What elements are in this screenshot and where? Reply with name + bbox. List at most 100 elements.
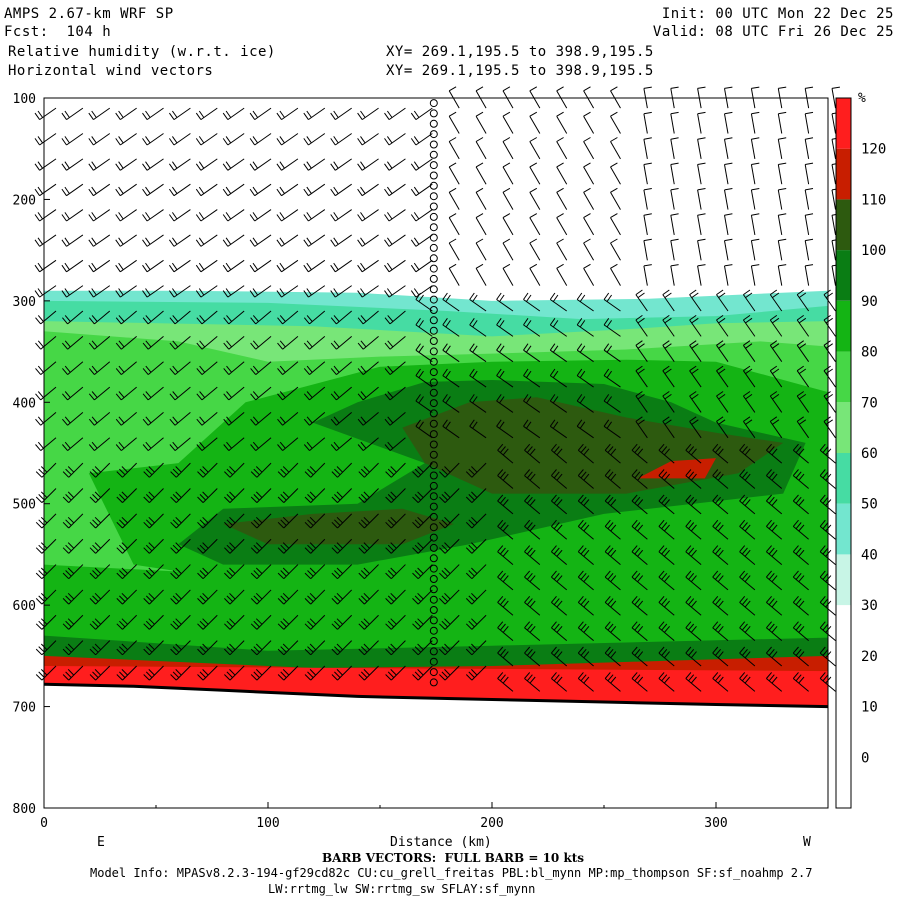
- wind-barb: [115, 158, 137, 171]
- wind-barb: [115, 133, 137, 146]
- wind-barb: [169, 361, 191, 375]
- wind-barb: [303, 133, 326, 146]
- wind-barb: [685, 519, 702, 540]
- wind-barb: [670, 264, 679, 286]
- wind-barb: [170, 589, 191, 605]
- wind-barb: [658, 621, 675, 642]
- wind-barb: [88, 386, 111, 401]
- calm-circle: [429, 254, 438, 263]
- colorbar-swatch: [836, 98, 851, 149]
- wind-barb: [465, 564, 487, 580]
- wind-barb: [357, 361, 379, 375]
- wind-barb: [331, 614, 353, 630]
- wind-barb: [697, 264, 706, 286]
- wind-barb: [439, 462, 460, 478]
- cross-section-coords-1: XY= 269.1,195.5 to 398.9,195.5: [386, 44, 654, 60]
- wind-barb: [635, 340, 648, 363]
- wind-barb: [277, 589, 299, 605]
- wind-barb: [304, 538, 326, 554]
- wind-barb: [643, 213, 652, 236]
- colorbar-label: 90: [861, 294, 878, 310]
- wind-barb: [89, 538, 111, 554]
- wind-barb: [250, 614, 272, 630]
- wind-barb: [610, 187, 621, 210]
- wind-barb: [224, 640, 245, 656]
- wind-barb: [577, 469, 594, 489]
- wind-barb: [497, 595, 514, 616]
- wind-barb: [475, 187, 487, 210]
- wind-barb: [576, 368, 594, 388]
- x-tick-label: 300: [704, 816, 727, 831]
- wind-barb: [635, 314, 648, 337]
- wind-barb: [670, 213, 679, 236]
- wind-barb: [475, 111, 487, 134]
- wind-barb: [551, 443, 568, 464]
- wind-barb: [551, 595, 568, 616]
- wind-barb: [385, 488, 406, 503]
- wind-barb: [712, 672, 729, 692]
- wind-barb: [142, 335, 164, 350]
- wind-barb: [792, 646, 809, 667]
- wind-barb: [465, 614, 487, 630]
- wind-barb: [465, 640, 487, 656]
- wind-barb: [439, 589, 460, 605]
- wind-barb: [331, 513, 353, 529]
- wind-barb: [276, 209, 299, 222]
- rh-region-110: [637, 458, 716, 479]
- wind-barb: [739, 545, 756, 565]
- colorbar-swatch: [836, 605, 851, 656]
- wind-barb: [88, 259, 111, 273]
- wind-barb: [556, 238, 568, 261]
- calm-circle: [429, 668, 438, 677]
- wind-barb: [724, 238, 733, 261]
- wind-barb: [689, 391, 702, 413]
- wind-barb: [223, 335, 245, 350]
- wind-barb: [303, 183, 326, 197]
- wind-barb: [89, 589, 111, 605]
- wind-barb: [448, 162, 460, 185]
- wind-barb: [448, 86, 460, 109]
- wind-barb: [724, 111, 733, 134]
- wind-barb: [331, 564, 353, 580]
- wind-barb: [88, 107, 111, 121]
- wind-barb: [750, 238, 760, 261]
- wind-barb: [716, 289, 729, 312]
- wind-barb: [439, 564, 460, 580]
- wind-barb: [276, 285, 299, 298]
- wind-barb: [224, 614, 245, 630]
- wind-barb: [556, 187, 568, 210]
- wind-barb: [769, 314, 783, 337]
- wind-barb: [143, 640, 164, 656]
- wind-barb: [697, 188, 706, 210]
- wind-barb: [115, 437, 137, 451]
- column-marker-layer: [429, 99, 438, 687]
- wind-barb: [34, 285, 57, 298]
- wind-barb: [276, 107, 299, 121]
- wind-barb: [769, 416, 783, 439]
- wind-barb: [358, 513, 379, 529]
- wind-barb: [766, 621, 783, 642]
- wind-barb: [143, 462, 164, 478]
- wind-barb: [142, 285, 164, 298]
- wind-barb: [331, 665, 353, 681]
- wind-barb: [697, 162, 706, 185]
- wind-barb: [604, 570, 621, 591]
- wind-barb: [662, 289, 675, 312]
- wind-barb: [465, 538, 487, 554]
- wind-barb: [685, 443, 702, 464]
- wind-barb: [224, 665, 245, 681]
- wind-barb: [415, 292, 433, 312]
- wind-barb: [303, 158, 326, 171]
- init-time: Init: 00 UTC Mon 22 Dec 25: [661, 6, 894, 22]
- wind-barb: [750, 111, 760, 134]
- wind-barb: [357, 310, 379, 325]
- wind-barb: [357, 209, 379, 222]
- calm-circle: [429, 264, 438, 273]
- wind-barb: [502, 86, 514, 109]
- wind-barb: [412, 665, 433, 681]
- wind-barb: [384, 386, 406, 401]
- x-tick-label: 0: [40, 816, 48, 831]
- wind-barb: [303, 437, 326, 451]
- wind-barb: [750, 137, 760, 159]
- wind-barb: [384, 234, 406, 247]
